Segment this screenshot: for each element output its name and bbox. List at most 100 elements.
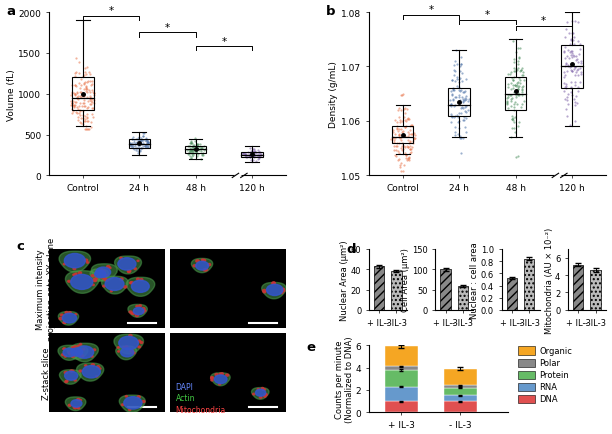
Polygon shape [192,259,213,273]
Point [75,119,85,126]
Point [562,20,572,26]
Point [253,147,263,154]
Point [184,147,194,154]
Point [560,56,570,62]
Point [400,134,410,141]
Point [187,146,196,153]
Point [514,56,524,62]
Polygon shape [116,346,136,360]
Point [196,148,206,155]
Point [403,133,413,140]
Point [403,155,413,162]
Y-axis label: Mitochondria (AU × 10⁻²): Mitochondria (AU × 10⁻²) [545,227,554,333]
Circle shape [203,269,206,271]
Point [73,117,83,124]
Point [455,68,465,75]
Point [132,140,142,147]
Point [561,45,570,52]
Point [395,105,405,112]
Point [567,55,577,62]
Bar [385,370,417,387]
Point [395,162,405,169]
Point [68,108,78,115]
Circle shape [64,372,67,374]
Point [143,138,152,145]
Point [128,144,138,151]
Point [516,68,526,75]
Point [188,148,198,155]
Circle shape [73,407,75,408]
Polygon shape [252,388,269,399]
Point [126,142,136,149]
Point [183,151,193,158]
Point [246,151,256,158]
Point [386,136,396,143]
Point [67,101,77,108]
Point [67,92,76,99]
Point [397,147,407,154]
Point [74,70,84,77]
Text: *: * [108,7,114,16]
Point [572,53,581,60]
Point [73,93,83,100]
Point [135,138,144,145]
Point [561,85,570,92]
Point [513,79,523,86]
Circle shape [214,375,227,384]
Point [198,150,207,157]
Point [518,83,528,90]
Circle shape [211,377,213,378]
Circle shape [84,365,87,366]
Point [570,102,580,109]
Circle shape [97,366,100,368]
Point [252,158,261,165]
Point [69,103,78,110]
Point [388,134,398,141]
Point [573,66,583,73]
Point [563,101,573,108]
Point [449,114,459,121]
Point [563,92,573,99]
Point [256,149,266,156]
Point [449,68,459,75]
Point [188,145,198,151]
Point [132,145,142,152]
Circle shape [79,370,82,372]
Point [192,146,201,153]
Point [192,144,201,151]
Point [85,94,95,101]
Point [392,140,401,147]
Circle shape [261,388,264,389]
Point [74,110,84,117]
Point [238,151,248,158]
Point [127,143,137,150]
Point [571,69,581,76]
Point [143,144,152,151]
Point [392,143,402,150]
Point [388,135,398,142]
Point [455,135,465,142]
Circle shape [93,279,97,282]
Circle shape [264,394,267,396]
Polygon shape [76,363,104,381]
Point [567,18,577,25]
Point [86,119,95,126]
Point [513,153,523,160]
Point [394,151,404,158]
Point [405,138,414,145]
Point [136,141,146,148]
Point [401,152,411,159]
Circle shape [137,260,139,262]
Point [89,90,99,97]
Point [450,58,460,65]
Bar [385,346,417,367]
Point [78,100,88,107]
Point [566,38,576,45]
Point [134,140,144,147]
Point [568,53,578,59]
Point [256,151,266,158]
Circle shape [280,292,283,294]
Point [398,146,408,153]
Point [456,87,466,94]
Point [135,139,145,146]
